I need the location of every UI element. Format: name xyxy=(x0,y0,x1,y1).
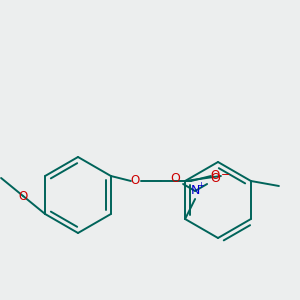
Text: −: − xyxy=(220,170,230,180)
Text: +: + xyxy=(198,182,205,190)
Text: O: O xyxy=(130,175,140,188)
Text: O: O xyxy=(170,172,180,185)
Text: O: O xyxy=(210,172,220,185)
Text: O: O xyxy=(19,190,28,202)
Text: N: N xyxy=(190,184,200,197)
Text: O: O xyxy=(210,169,220,182)
